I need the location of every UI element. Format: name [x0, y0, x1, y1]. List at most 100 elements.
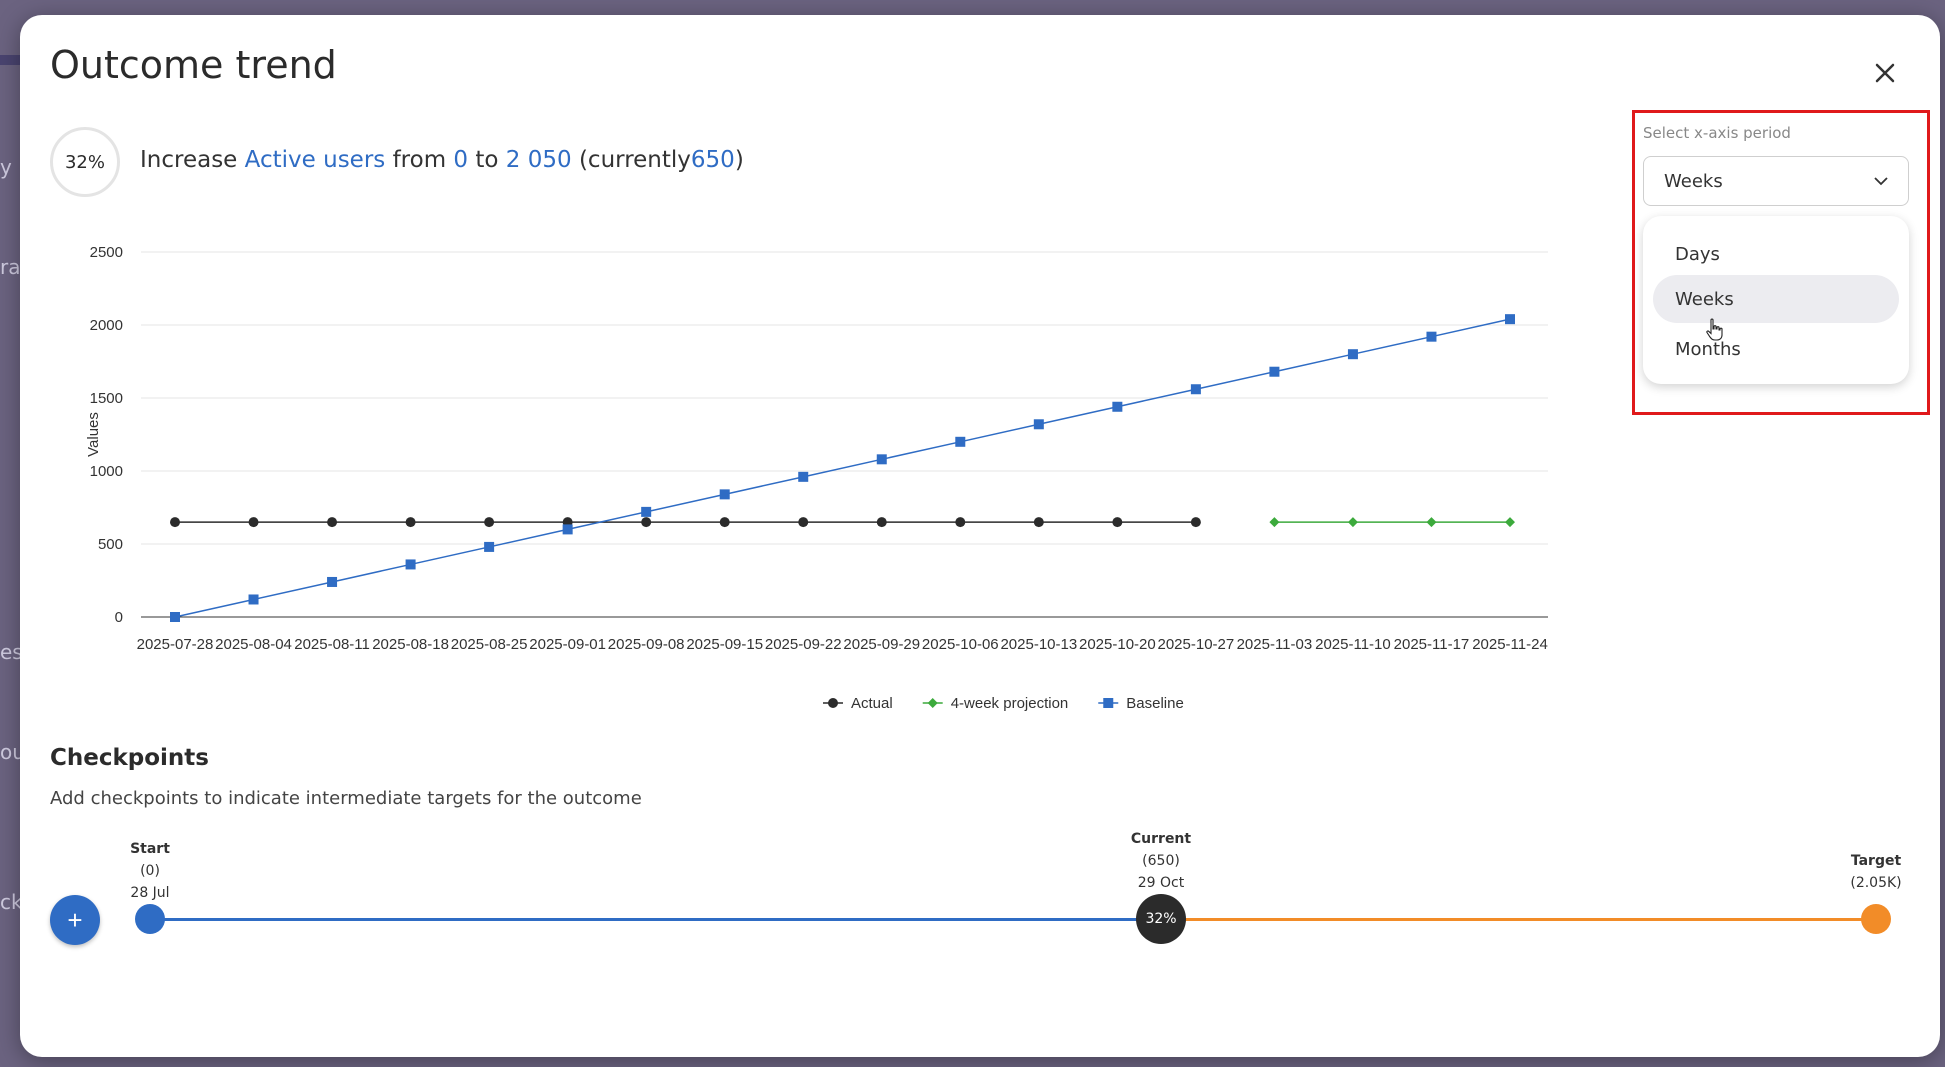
- data-point-baseline: [1426, 331, 1437, 342]
- checkpoint-start-value: (0): [140, 863, 160, 879]
- checkpoint-current-date: 29 Oct: [1137, 875, 1185, 891]
- checkpoint-start-date: 28 Jul: [130, 885, 170, 901]
- close-icon: [1875, 63, 1895, 83]
- data-point-actual: [170, 517, 180, 528]
- x-tick-label: 2025-10-20: [1079, 636, 1156, 653]
- legend-marker: [828, 698, 838, 708]
- data-point-actual: [955, 517, 966, 528]
- close-button[interactable]: [1865, 53, 1905, 93]
- summary-prefix: Increase: [140, 147, 238, 173]
- backdrop-text: ra: [0, 255, 21, 279]
- progress-track-remaining: [1160, 918, 1870, 921]
- hand-cursor-icon: [1706, 318, 1723, 341]
- add-checkpoint-button[interactable]: +: [50, 895, 100, 945]
- y-tick-label: 1000: [90, 463, 123, 480]
- checkpoint-start-label: Start (0) 28 Jul: [130, 838, 170, 904]
- data-point-actual: [405, 517, 416, 528]
- start-value: 0: [453, 147, 469, 173]
- data-point-actual: [248, 517, 259, 528]
- x-tick-label: 2025-09-08: [608, 636, 685, 653]
- outcome-trend-modal: Outcome trend 32% Increase Active users …: [20, 15, 1940, 1057]
- y-tick-label: 2000: [90, 317, 123, 334]
- checkpoint-target-name: Target: [1850, 853, 1902, 869]
- y-tick-label: 500: [98, 536, 123, 553]
- data-point-4-week-projection: [1426, 517, 1437, 528]
- data-point-actual: [327, 517, 338, 528]
- x-tick-label: 2025-11-17: [1394, 636, 1470, 653]
- data-point-baseline: [484, 541, 495, 552]
- data-point-baseline: [1112, 401, 1123, 412]
- progress-track-completed: [150, 918, 1150, 921]
- data-point-actual: [1033, 517, 1044, 528]
- x-tick-label: 2025-08-04: [215, 636, 292, 653]
- x-tick-label: 2025-11-03: [1237, 636, 1313, 653]
- period-option-days[interactable]: Days: [1675, 243, 1720, 265]
- data-point-baseline: [248, 594, 259, 605]
- data-point-baseline: [1269, 366, 1280, 377]
- period-option-months[interactable]: Months: [1675, 338, 1741, 360]
- y-tick-label: 0: [115, 609, 123, 626]
- data-point-4-week-projection: [1269, 517, 1280, 528]
- data-point-actual: [1190, 517, 1201, 528]
- checkpoints-description: Add checkpoints to indicate intermediate…: [50, 788, 642, 809]
- data-point-actual: [876, 517, 887, 528]
- legend-label: Baseline: [1126, 695, 1184, 712]
- y-tick-label: 1500: [90, 390, 123, 407]
- checkpoint-current-name: Current: [1130, 831, 1192, 847]
- x-tick-label: 2025-11-10: [1315, 636, 1391, 653]
- period-select[interactable]: Weeks: [1643, 156, 1909, 206]
- summary-to: to: [475, 147, 499, 173]
- data-point-actual: [1112, 517, 1123, 528]
- x-tick-label: 2025-07-28: [137, 636, 214, 653]
- modal-title: Outcome trend: [50, 43, 337, 87]
- data-point-baseline: [719, 489, 730, 500]
- backdrop-text: ck: [0, 890, 23, 914]
- x-tick-label: 2025-10-27: [1158, 636, 1235, 653]
- checkpoint-start-name: Start: [130, 841, 170, 857]
- summary-currently: (currently: [578, 147, 691, 173]
- data-point-baseline: [1505, 314, 1515, 325]
- data-point-baseline: [876, 454, 887, 465]
- period-option-weeks[interactable]: Weeks: [1653, 275, 1899, 323]
- x-tick-label: 2025-08-11: [294, 636, 370, 653]
- current-value: 650: [690, 147, 735, 173]
- series-line-baseline: [174, 318, 1511, 618]
- checkpoint-current-dot[interactable]: 32%: [1136, 894, 1186, 944]
- x-tick-label: 2025-09-15: [686, 636, 763, 653]
- metric-name: Active users: [244, 147, 386, 173]
- progress-ring: 32%: [50, 127, 120, 197]
- x-tick-label: 2025-09-29: [843, 636, 920, 653]
- data-point-actual: [719, 517, 730, 528]
- checkpoint-target-value: (2.05K): [1850, 875, 1902, 891]
- backdrop-text: es: [0, 640, 23, 664]
- x-tick-label: 2025-11-24: [1472, 636, 1548, 653]
- data-point-baseline: [641, 506, 652, 517]
- target-value: 2 050: [505, 147, 572, 173]
- x-tick-label: 2025-10-06: [922, 636, 999, 653]
- data-point-baseline: [327, 576, 338, 587]
- data-point-baseline: [405, 559, 416, 570]
- data-point-actual: [484, 517, 495, 528]
- data-point-baseline: [1190, 384, 1201, 395]
- x-tick-label: 2025-10-13: [1000, 636, 1077, 653]
- x-tick-label: 2025-08-25: [451, 636, 528, 653]
- y-axis-label: Values: [85, 412, 102, 457]
- checkpoints-title: Checkpoints: [50, 745, 209, 771]
- backdrop-text: y: [0, 155, 12, 179]
- data-point-baseline: [1347, 349, 1358, 360]
- data-point-baseline: [1033, 419, 1044, 430]
- checkpoint-target-dot[interactable]: [1861, 904, 1891, 934]
- chevron-down-icon: [1874, 176, 1888, 185]
- x-tick-label: 2025-09-01: [529, 636, 606, 653]
- checkpoint-current-value: (650): [1142, 853, 1180, 869]
- period-select-value: Weeks: [1664, 170, 1723, 192]
- checkpoint-current-label: Current (650) 29 Oct: [1131, 828, 1191, 894]
- backdrop-strip: [0, 55, 20, 65]
- checkpoint-start-dot[interactable]: [135, 904, 165, 934]
- legend-label: Actual: [851, 695, 893, 712]
- outcome-summary: Increase Active users from 0 to 2 050 (c…: [140, 147, 744, 173]
- legend-marker: [927, 698, 938, 708]
- legend-label: 4-week projection: [951, 695, 1069, 712]
- data-point-baseline: [798, 471, 809, 482]
